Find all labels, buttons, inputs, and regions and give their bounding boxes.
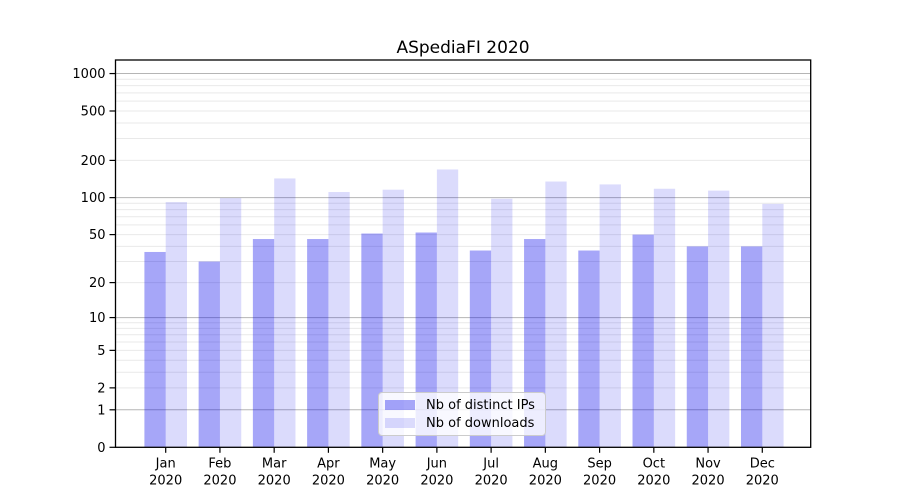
x-tick-label-month: Oct [643,456,665,471]
chart-title: ASpediaFI 2020 [396,38,529,58]
x-tick-label-year: 2020 [312,473,345,488]
bar-distinct-ips-nov [686,246,709,448]
bar-downloads-oct [653,188,676,448]
x-tick-label-year: 2020 [366,473,399,488]
bar-distinct-ips-jan [144,251,166,448]
x-tick-label-year: 2020 [420,473,453,488]
plot-frame [114,59,812,448]
y-tick-label: 50 [89,228,106,243]
bars-group [144,169,784,448]
bar-downloads-jul [491,198,513,448]
x-tick-label-month: Sep [587,456,612,471]
x-tick-label-month: Jan [155,456,176,471]
legend-label-downloads: Nb of downloads [426,415,535,431]
minor-gridlines [115,78,811,389]
x-tick-label-month: Mar [262,456,287,471]
bar-distinct-ips-feb [198,261,220,448]
bar-distinct-ips-may [361,233,383,448]
bar-downloads-feb [219,198,242,448]
x-tick-label-month: Dec [750,456,775,471]
x-tick-label-month: Aug [533,456,558,471]
bar-distinct-ips-dec [740,246,763,448]
x-tick-label-year: 2020 [637,473,670,488]
bar-distinct-ips-mar [252,239,275,448]
x-tick-label-month: Nov [695,456,721,471]
legend: Nb of distinct IPs Nb of downloads [378,392,546,436]
y-tick-label: 1 [97,403,105,418]
x-tick-label-month: Jul [482,456,499,471]
y-tick-label: 100 [81,191,106,206]
legend-label-distinct-ips: Nb of distinct IPs [426,397,535,413]
bar-downloads-may [382,189,404,448]
x-tick-label-year: 2020 [258,473,291,488]
x-tick-label-year: 2020 [149,473,182,488]
ips-color-swatch [385,400,415,410]
bar-downloads-nov [708,190,730,448]
x-tick-label-year: 2020 [692,473,725,488]
bar-downloads-aug [545,181,567,448]
tick-labels: 0 1 2 5 10 20 50 100 200 500 1000 Jan 2020 Feb 2020 Mar… [72,67,778,488]
y-tick-label: 20 [89,276,106,291]
y-tick-label: 200 [81,154,106,169]
x-tick-label-year: 2020 [529,473,562,488]
x-tick-label-month: Feb [208,456,231,471]
y-tick-label: 10 [89,311,106,326]
x-tick-label-month: Jun [426,456,447,471]
x-tick-label-month: May [369,456,396,471]
legend-item-distinct-ips: Nb of distinct IPs [385,397,539,414]
bar-downloads-jun [436,169,459,448]
bar-downloads-apr [328,192,350,448]
y-tick-label: 0 [97,441,105,456]
x-tick-label-year: 2020 [475,473,508,488]
bar-distinct-ips-oct [632,234,654,448]
tick-marks [109,72,763,453]
y-tick-label: 5 [97,344,105,359]
x-tick-label-year: 2020 [746,473,779,488]
y-tick-label: 2 [97,381,105,396]
bar-distinct-ips-apr [307,239,329,448]
y-tick-label: 500 [81,104,106,119]
x-tick-label-year: 2020 [583,473,616,488]
y-tick-label: 1000 [72,67,105,82]
x-tick-label-month: Apr [317,456,340,471]
bar-downloads-jan [165,202,187,448]
bar-downloads-dec [762,203,784,448]
bar-downloads-sep [599,184,621,448]
legend-item-downloads: Nb of downloads [385,415,539,432]
bar-distinct-ips-sep [578,250,600,448]
downloads-color-swatch [385,418,415,428]
bar-downloads-mar [274,178,296,448]
x-tick-label-year: 2020 [203,473,236,488]
